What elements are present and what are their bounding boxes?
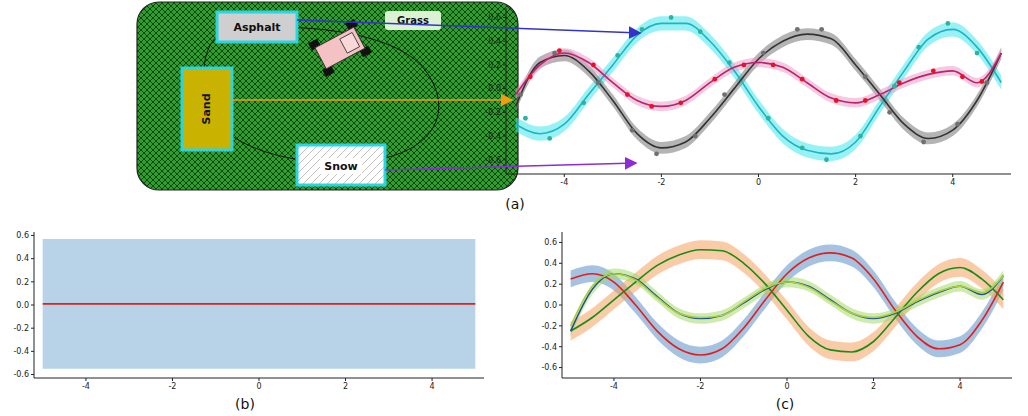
- svg-text:-0.6: -0.6: [485, 156, 501, 165]
- svg-text:-4: -4: [610, 382, 618, 391]
- svg-text:2: 2: [871, 382, 876, 391]
- svg-text:-2: -2: [657, 178, 665, 187]
- svg-text:0.0: 0.0: [16, 301, 29, 310]
- svg-text:2: 2: [853, 178, 858, 187]
- svg-text:4: 4: [430, 382, 435, 391]
- svg-text:-2: -2: [696, 382, 704, 391]
- svg-text:4: 4: [950, 178, 955, 187]
- svg-text:-4: -4: [560, 178, 568, 187]
- svg-text:Sand: Sand: [200, 93, 213, 124]
- svg-text:0.2: 0.2: [544, 280, 557, 289]
- svg-text:-0.4: -0.4: [13, 347, 29, 356]
- svg-text:Asphalt: Asphalt: [233, 21, 280, 34]
- svg-text:0.6: 0.6: [488, 13, 501, 22]
- svg-text:0: 0: [256, 382, 261, 391]
- svg-text:Grass: Grass: [397, 15, 429, 26]
- svg-text:0.2: 0.2: [488, 61, 501, 70]
- svg-text:2: 2: [343, 382, 348, 391]
- html-text:(b): (b): [235, 396, 255, 412]
- svg-text:-0.6: -0.6: [13, 370, 29, 379]
- svg-text:Snow: Snow: [324, 160, 357, 173]
- html-text:(a): (a): [505, 196, 525, 212]
- svg-text:0.0: 0.0: [488, 84, 501, 93]
- svg-text:0: 0: [784, 382, 789, 391]
- svg-text:-0.2: -0.2: [485, 108, 501, 117]
- svg-text:0.6: 0.6: [544, 238, 557, 247]
- svg-text:4: 4: [958, 382, 963, 391]
- svg-text:0.4: 0.4: [544, 259, 557, 268]
- svg-text:-0.4: -0.4: [485, 132, 501, 141]
- svg-text:-0.4: -0.4: [541, 343, 557, 352]
- svg-text:0.0: 0.0: [544, 301, 557, 310]
- svg-text:-0.2: -0.2: [541, 322, 557, 331]
- svg-text:0.4: 0.4: [488, 37, 501, 46]
- svg-text:-4: -4: [82, 382, 90, 391]
- html-text:(c): (c): [775, 396, 795, 412]
- svg-text:-0.6: -0.6: [541, 363, 557, 372]
- svg-text:0.4: 0.4: [16, 254, 29, 263]
- svg-text:-2: -2: [168, 382, 176, 391]
- svg-text:0.6: 0.6: [16, 231, 29, 240]
- svg-text:-0.2: -0.2: [13, 324, 29, 333]
- svg-text:0: 0: [756, 178, 761, 187]
- svg-text:0.2: 0.2: [16, 278, 29, 287]
